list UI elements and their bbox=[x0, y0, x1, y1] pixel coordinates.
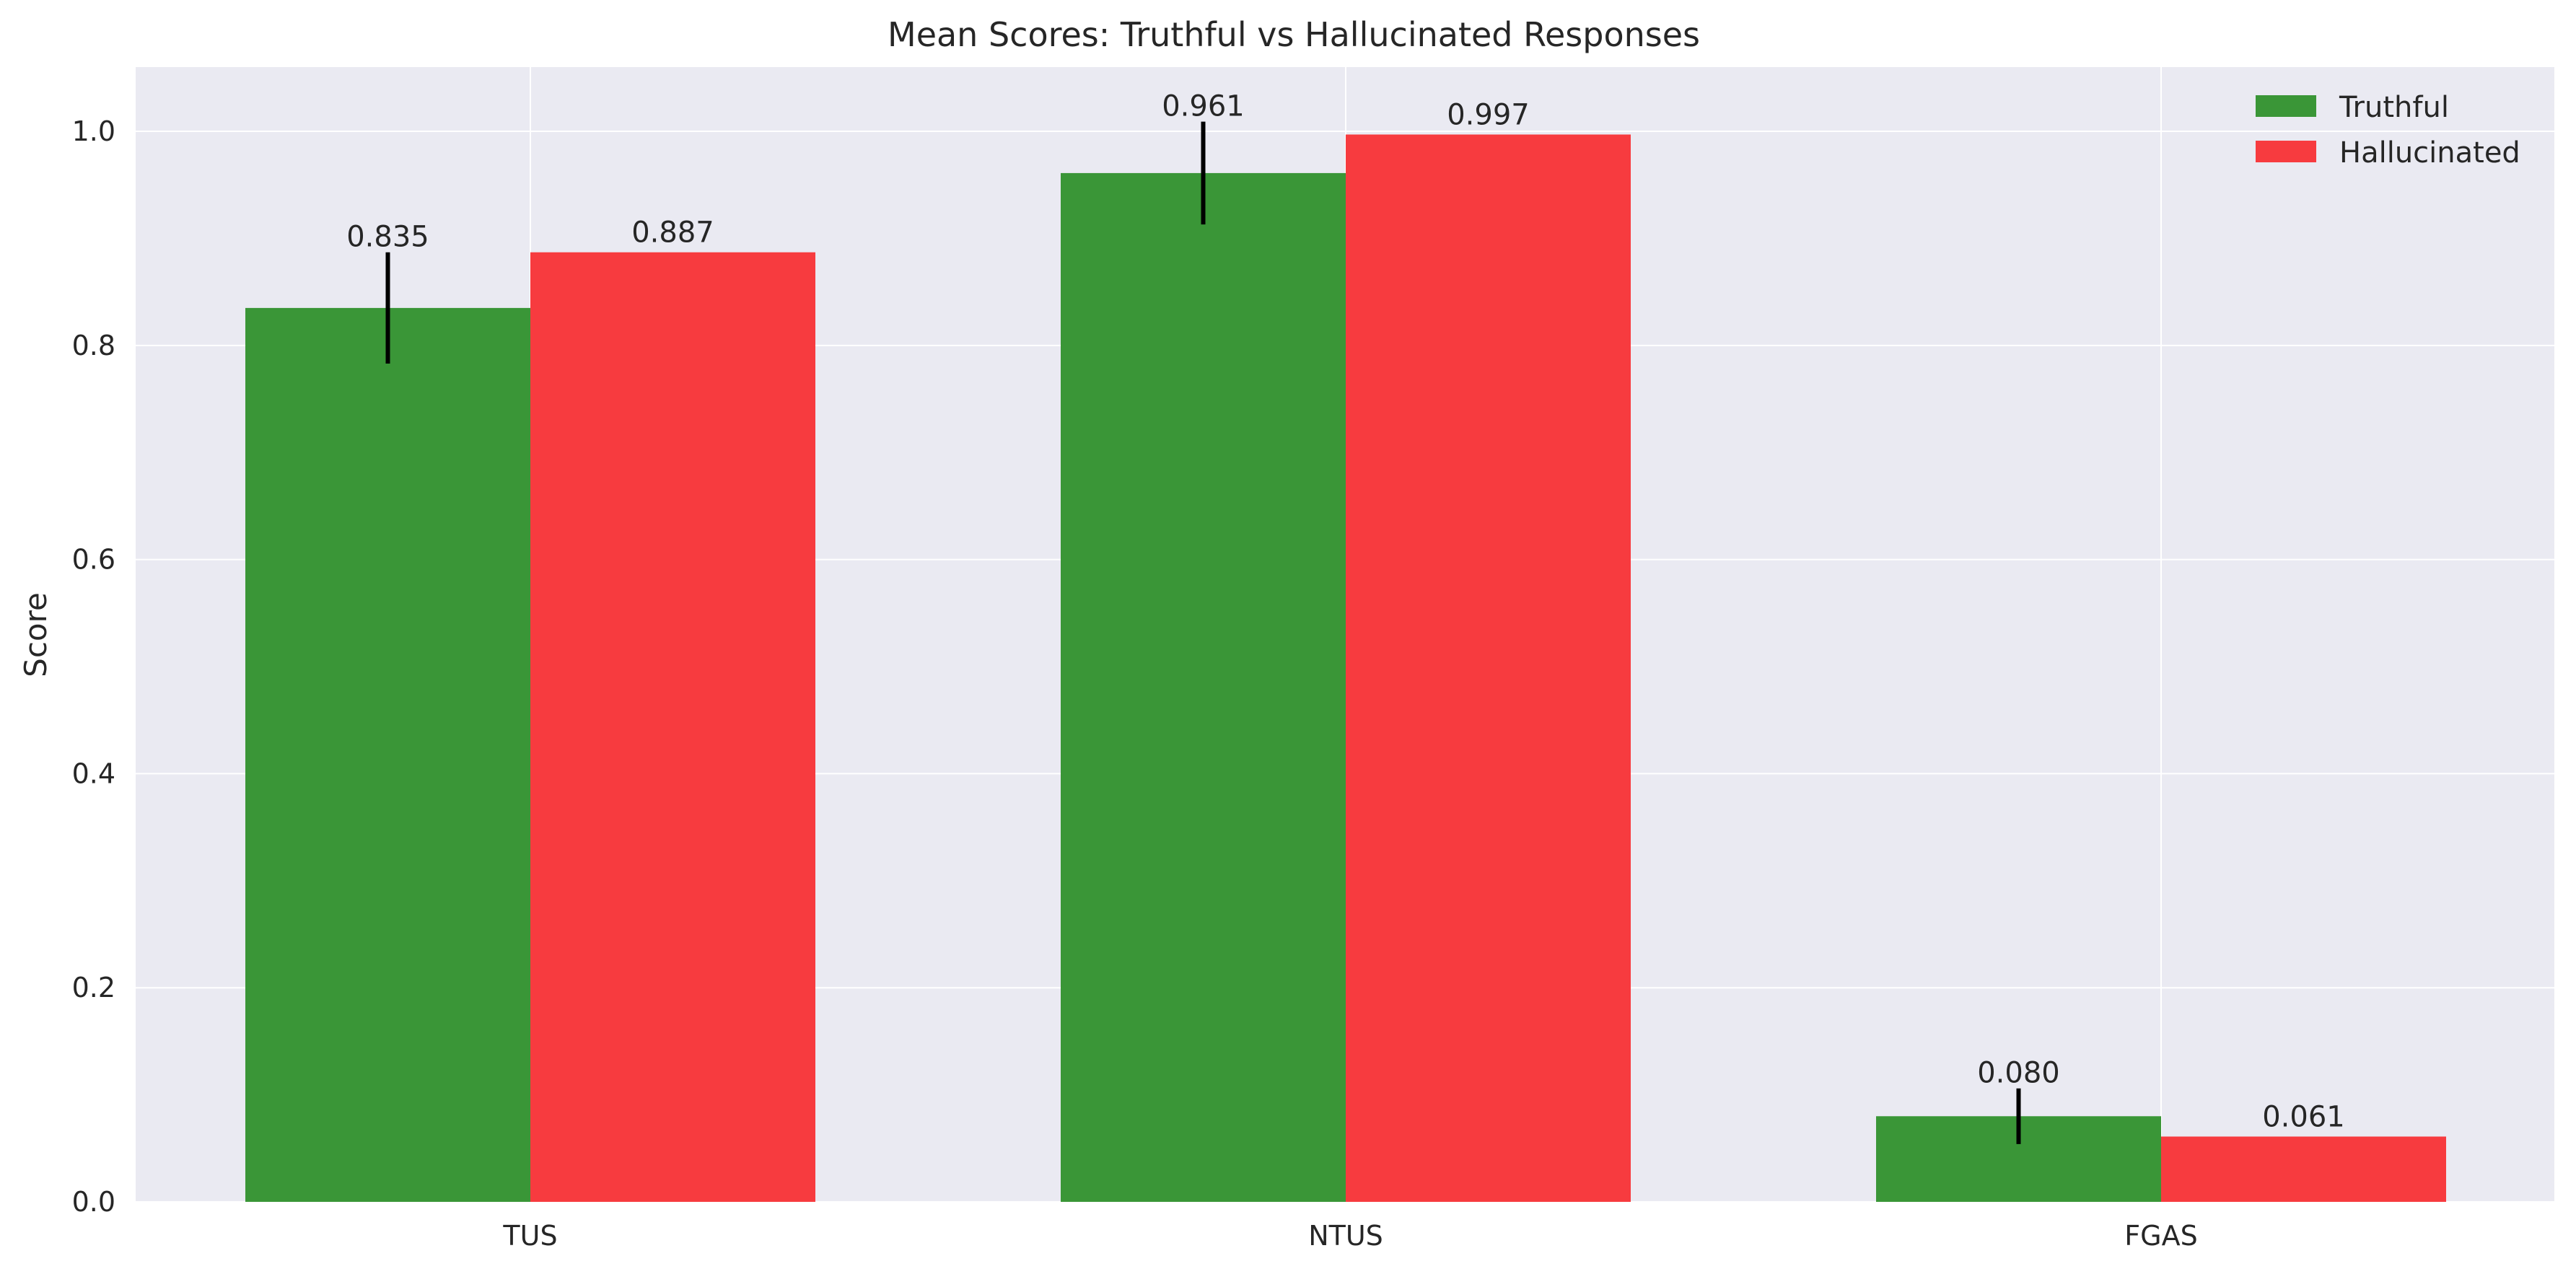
data-label-truthful-fgas: 0.080 bbox=[1977, 1057, 2060, 1090]
legend-swatch-truthful bbox=[2256, 95, 2316, 117]
bar-truthful-tus bbox=[245, 307, 530, 1203]
y-axis-label: Score bbox=[18, 592, 53, 677]
y-tick-label: 0.0 bbox=[72, 1186, 115, 1218]
data-label-truthful-ntus: 0.961 bbox=[1162, 90, 1245, 123]
data-labels: 0.835 0.961 0.080 0.887 0.997 0.061 bbox=[346, 90, 2345, 1134]
x-axis: TUS NTUS FGAS bbox=[502, 1220, 2197, 1252]
bar-hallucinated-tus bbox=[530, 252, 815, 1202]
y-tick-label: 0.2 bbox=[72, 972, 115, 1003]
data-label-hallucinated-ntus: 0.997 bbox=[1447, 98, 1530, 131]
error-bars bbox=[385, 121, 2021, 1144]
x-tick-label: TUS bbox=[502, 1220, 557, 1252]
y-axis: 0.0 0.2 0.4 0.6 0.8 1.0 bbox=[72, 115, 115, 1218]
bar-hallucinated-ntus bbox=[1346, 134, 1631, 1202]
data-label-hallucinated-tus: 0.887 bbox=[631, 216, 714, 250]
y-tick-label: 0.6 bbox=[72, 544, 115, 576]
x-tick-label: NTUS bbox=[1308, 1220, 1383, 1252]
bar-hallucinated-fgas bbox=[2161, 1136, 2446, 1202]
y-tick-label: 0.8 bbox=[72, 330, 115, 361]
legend-swatch-hallucinated bbox=[2256, 141, 2316, 162]
bar-truthful-ntus bbox=[1061, 172, 1346, 1203]
bars bbox=[245, 134, 2446, 1203]
chart-title: Mean Scores: Truthful vs Hallucinated Re… bbox=[888, 15, 1700, 54]
y-tick-label: 1.0 bbox=[72, 115, 115, 147]
data-label-truthful-tus: 0.835 bbox=[346, 221, 429, 254]
data-label-hallucinated-fgas: 0.061 bbox=[2262, 1100, 2345, 1133]
x-tick-label: FGAS bbox=[2124, 1220, 2197, 1252]
y-tick-label: 0.4 bbox=[72, 757, 115, 789]
legend-label-hallucinated: Hallucinated bbox=[2339, 136, 2520, 170]
legend: Truthful Hallucinated bbox=[2256, 91, 2520, 170]
legend-label-truthful: Truthful bbox=[2339, 91, 2449, 124]
